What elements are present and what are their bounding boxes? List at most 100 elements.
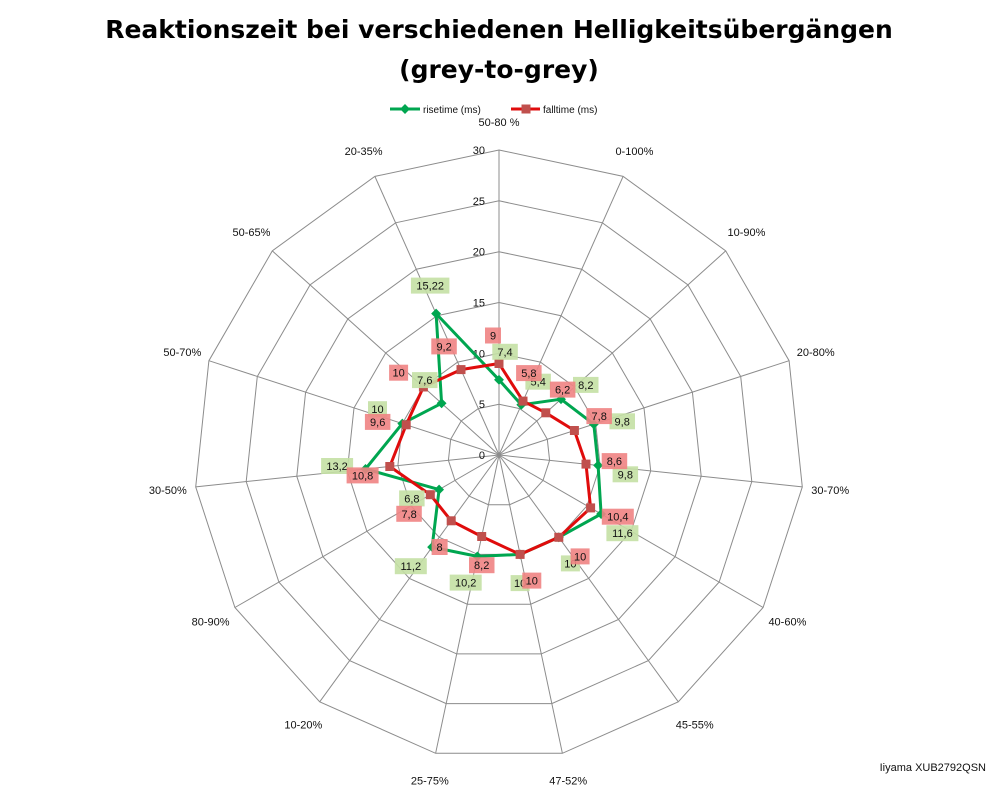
series-lines — [360, 308, 607, 562]
falltime-data-label: 9,2 — [431, 338, 457, 355]
data-label-text: 10 — [371, 404, 383, 416]
data-label-box — [431, 338, 457, 355]
data-label-text: 10,4 — [607, 512, 628, 524]
risetime-data-label: 9,8 — [612, 466, 639, 483]
grid-spoke — [208, 360, 500, 456]
tick-label: 20 — [473, 247, 485, 259]
risetime-point — [436, 398, 447, 409]
falltime-data-label: 10,8 — [346, 467, 379, 484]
falltime-point — [541, 408, 551, 418]
data-label-box — [573, 376, 599, 393]
data-label-box — [485, 327, 501, 344]
falltime-data-label: 9,6 — [364, 413, 391, 430]
falltime-point — [477, 532, 487, 541]
falltime-point — [581, 459, 591, 469]
risetime-point — [593, 460, 604, 471]
data-label-text: 6,2 — [555, 385, 570, 397]
risetime-data-label: 10 — [368, 401, 387, 418]
falltime-point — [569, 426, 579, 435]
falltime-data-label: 6,2 — [549, 381, 576, 398]
data-label-box — [609, 413, 635, 430]
category-label: 40-60% — [768, 617, 806, 629]
data-label-text: 10 — [574, 551, 586, 563]
category-label: 50-70% — [163, 347, 201, 359]
tick-label: 25 — [473, 196, 485, 208]
legend-risetime-label: risetime (ms) — [423, 105, 481, 116]
data-label-box — [516, 365, 542, 382]
data-label-box — [389, 364, 409, 381]
series-line — [364, 312, 603, 558]
data-label-text: 8,6 — [607, 456, 622, 468]
falltime-data-label: 9 — [485, 327, 501, 344]
category-label: 10-20% — [284, 719, 322, 731]
data-label-text: 8 — [437, 542, 443, 554]
grid-spoke — [498, 360, 790, 456]
grid-ring — [245, 200, 753, 705]
data-label-text: 9 — [490, 331, 496, 343]
falltime-data-label: 8,2 — [469, 557, 495, 574]
category-label: 10-90% — [728, 227, 766, 239]
category-labels: 50-80 % 0-100% 10-90% 20-80% 30-70% 40-60% 45-… — [149, 117, 850, 786]
falltime-point — [518, 396, 528, 406]
falltime-point — [456, 365, 466, 375]
series-risetime — [360, 308, 607, 562]
data-label-text: 9,8 — [615, 416, 630, 428]
tick-label: 5 — [479, 399, 485, 411]
category-label: 30-50% — [149, 485, 187, 497]
falltime-point — [446, 516, 456, 526]
risetime-point — [434, 484, 445, 495]
legend-risetime-marker — [400, 104, 410, 114]
risetime-data-label: 11,2 — [394, 558, 427, 575]
falltime-point — [515, 549, 525, 559]
data-label-box — [601, 453, 628, 470]
data-label-text: 8,2 — [474, 560, 489, 572]
category-label: 30-70% — [811, 485, 849, 497]
tick-label: 15 — [473, 298, 485, 310]
category-label: 47-52% — [549, 776, 587, 786]
category-label: 50-65% — [233, 227, 271, 239]
data-label-text: 7,8 — [401, 509, 416, 521]
data-label-text: 10,2 — [455, 578, 476, 590]
falltime-data-label: 10 — [389, 364, 409, 381]
falltime-point — [586, 503, 596, 513]
data-label-box — [368, 401, 387, 418]
risetime-data-label: 13,2 — [321, 458, 354, 474]
data-label-text: 6,8 — [404, 493, 419, 505]
falltime-data-label: 5,8 — [516, 365, 542, 382]
data-label-box — [586, 408, 612, 425]
data-label-text: 13,2 — [326, 461, 347, 473]
data-label-box — [469, 557, 495, 574]
data-label-text: 9,8 — [618, 469, 633, 481]
category-label: 0-100% — [615, 146, 653, 158]
data-label-text: 10,8 — [352, 470, 373, 482]
data-label-box — [612, 466, 639, 483]
falltime-data-label: 8,6 — [601, 453, 628, 470]
falltime-data-label: 7,8 — [396, 505, 422, 522]
grid-spoke — [498, 176, 624, 456]
data-label-box — [346, 467, 379, 484]
category-label: 45-55% — [676, 719, 714, 731]
category-label: 50-80 % — [479, 117, 520, 129]
risetime-data-label: 11,6 — [606, 525, 639, 542]
data-label-box — [431, 539, 448, 555]
falltime-point — [494, 359, 504, 368]
tick-label: 30 — [473, 145, 485, 157]
grid-ring — [346, 301, 652, 605]
grid-ring — [447, 403, 551, 506]
risetime-data-label: 9,8 — [609, 413, 635, 430]
data-label-text: 5,8 — [521, 368, 536, 380]
data-label-box — [570, 548, 590, 565]
grid-spoke — [498, 250, 727, 456]
legend-falltime-marker — [521, 104, 531, 114]
data-label-box — [522, 572, 542, 589]
series-line — [388, 362, 593, 556]
legend-falltime-label: falltime (ms) — [543, 105, 597, 116]
grid-spoke — [498, 454, 563, 754]
data-label-text: 15,22 — [416, 281, 444, 293]
risetime-data-label: 6,8 — [399, 490, 425, 507]
grid-spoke — [498, 454, 803, 488]
falltime-data-label: 7,8 — [586, 408, 612, 425]
data-label-text: 11,6 — [612, 528, 633, 540]
